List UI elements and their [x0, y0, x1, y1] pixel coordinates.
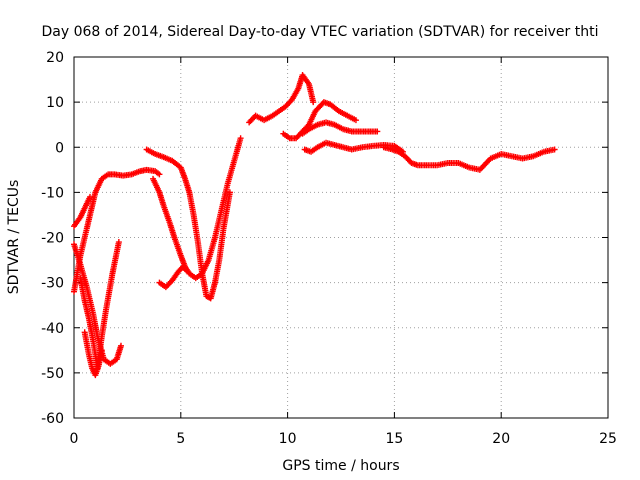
- data-point: [87, 193, 94, 200]
- y-axis-label: SDTVAR / TECUs: [6, 180, 22, 295]
- data-point: [551, 146, 558, 153]
- data-point: [98, 347, 105, 354]
- chart-title: Day 068 of 2014, Sidereal Day-to-day VTE…: [42, 24, 599, 40]
- data-point: [117, 342, 124, 349]
- axis-ticks: 0 5 10 15 20 25 20 10 0 -10 -20 -30 -40 -50 -60: [41, 50, 617, 447]
- data-point: [374, 128, 381, 135]
- x-tick-label: 25: [599, 431, 617, 447]
- data-point: [156, 171, 163, 178]
- data-point: [183, 267, 190, 274]
- data-point: [226, 189, 233, 196]
- data-points: [71, 72, 558, 379]
- x-tick-label: 0: [70, 431, 79, 447]
- data-point: [184, 268, 191, 275]
- y-tick-label: -10: [41, 185, 64, 201]
- y-tick-label: -20: [41, 231, 64, 247]
- y-tick-label: -60: [41, 411, 64, 427]
- x-tick-label: 20: [492, 431, 510, 447]
- y-tick-label: 10: [46, 95, 64, 111]
- x-axis-label: GPS time / hours: [282, 458, 399, 474]
- x-tick-label: 15: [385, 431, 403, 447]
- y-tick-label: -30: [41, 276, 64, 292]
- y-tick-label: -40: [41, 321, 64, 337]
- data-point: [237, 135, 244, 142]
- x-tick-label: 5: [176, 431, 185, 447]
- y-tick-label: 20: [46, 50, 64, 66]
- data-point: [310, 99, 317, 106]
- data-point: [352, 117, 359, 124]
- grid: [74, 57, 608, 418]
- y-tick-label: -50: [41, 366, 64, 382]
- data-point: [115, 239, 122, 246]
- y-tick-label: 0: [55, 140, 64, 156]
- x-tick-label: 10: [279, 431, 297, 447]
